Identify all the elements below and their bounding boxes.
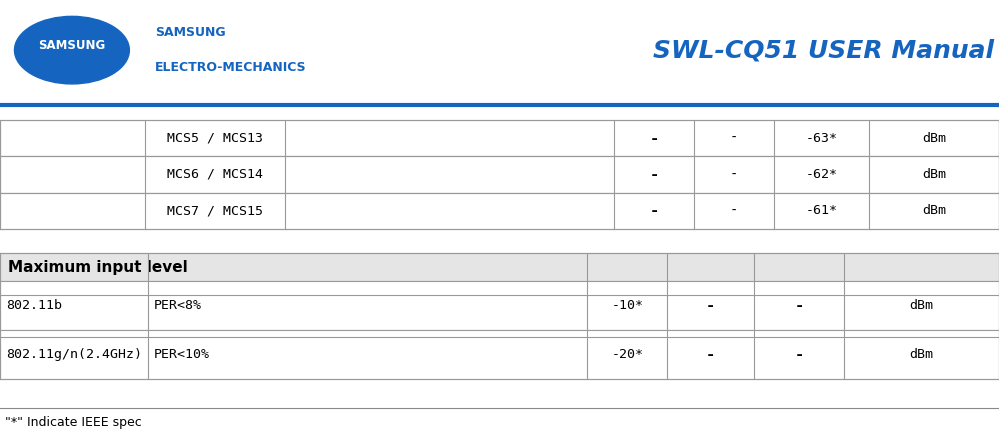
Bar (0, 330, 999, 379)
Text: -20*: -20* (611, 348, 643, 361)
Text: dBm: dBm (922, 132, 946, 145)
Text: -: - (649, 130, 659, 146)
Bar (0, 281, 999, 330)
Text: -: - (706, 298, 715, 313)
Ellipse shape (14, 16, 130, 84)
Text: dBm: dBm (922, 168, 946, 181)
Text: dBm: dBm (922, 204, 946, 217)
Text: ELECTRO-MECHANICS: ELECTRO-MECHANICS (155, 61, 307, 74)
Text: -10*: -10* (611, 299, 643, 312)
Text: dBm: dBm (909, 348, 934, 361)
Text: -61*: -61* (805, 204, 838, 217)
Text: -: - (649, 203, 659, 218)
Text: -: - (794, 298, 804, 313)
Text: PER<10%: PER<10% (154, 348, 210, 361)
Text: MCS5 / MCS13: MCS5 / MCS13 (167, 132, 263, 145)
Text: -: - (794, 347, 804, 362)
Text: "*" Indicate IEEE spec: "*" Indicate IEEE spec (5, 416, 142, 429)
Text: SWL-CQ51 USER Manual: SWL-CQ51 USER Manual (653, 38, 994, 62)
Bar (0, 156, 999, 193)
Text: SAMSUNG: SAMSUNG (155, 26, 226, 39)
Text: SAMSUNG: SAMSUNG (38, 39, 106, 52)
Text: -: - (649, 167, 659, 182)
Text: 802.11b: 802.11b (6, 299, 62, 312)
Text: dBm: dBm (909, 299, 934, 312)
Text: -62*: -62* (805, 168, 838, 181)
Bar (0, 193, 999, 229)
Text: -: - (730, 204, 738, 218)
Text: PER<8%: PER<8% (154, 299, 202, 312)
Text: -: - (730, 131, 738, 145)
Text: MCS7 / MCS15: MCS7 / MCS15 (167, 204, 263, 217)
Text: 802.11g/n(2.4GHz): 802.11g/n(2.4GHz) (6, 348, 142, 361)
Bar (0, 253, 999, 281)
Text: -: - (706, 347, 715, 362)
Text: Maximum input level: Maximum input level (8, 259, 188, 275)
Text: -63*: -63* (805, 132, 838, 145)
Text: MCS6 / MCS14: MCS6 / MCS14 (167, 168, 263, 181)
Bar (0, 120, 999, 156)
Text: -: - (730, 167, 738, 181)
